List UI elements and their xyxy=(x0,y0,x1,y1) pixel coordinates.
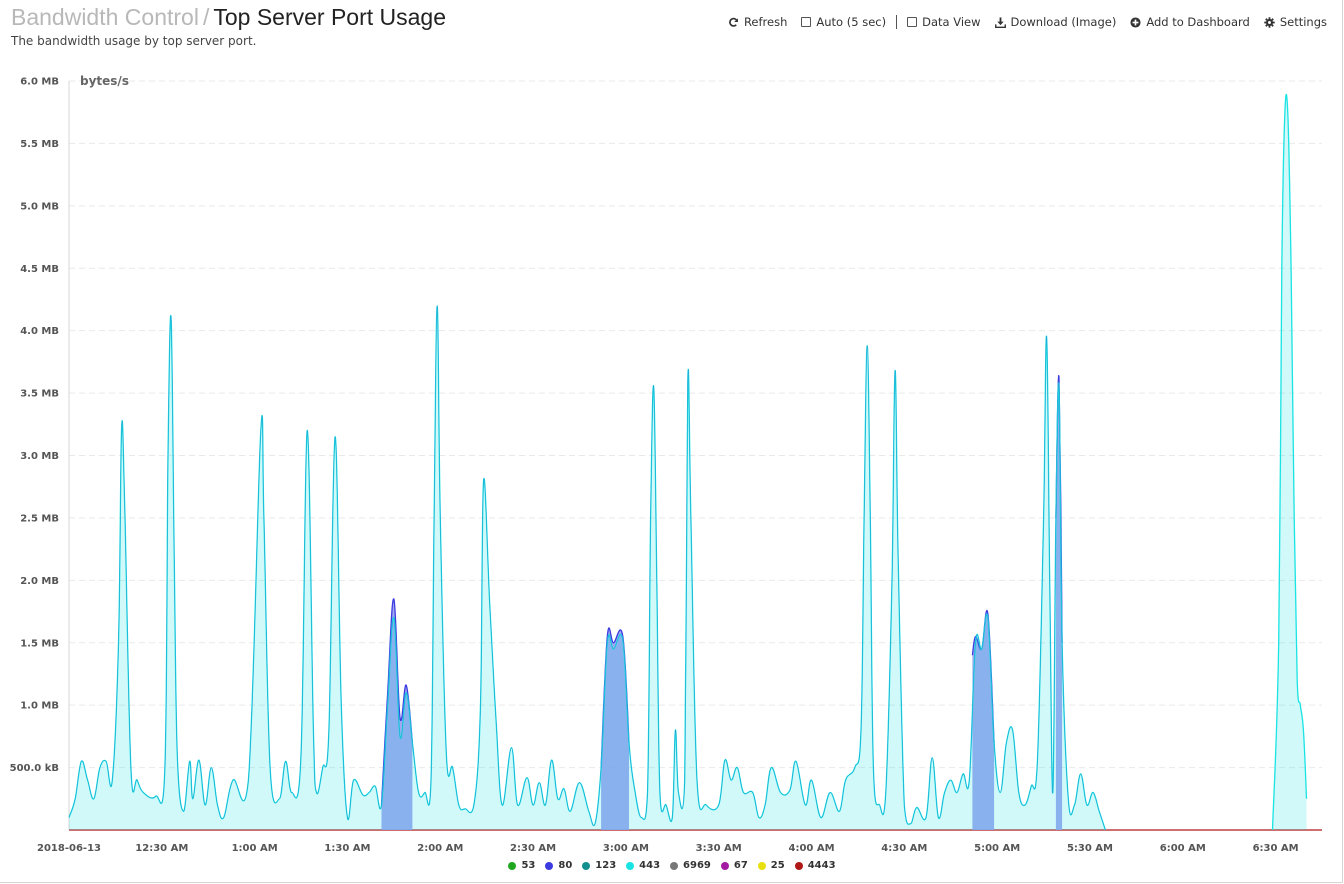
legend-item-67[interactable]: 67 xyxy=(720,860,748,871)
plus-circle-icon xyxy=(1130,16,1141,28)
y-tick-label: 3.0 MB xyxy=(20,451,59,462)
y-axis-unit-label: bytes/s xyxy=(80,74,129,88)
y-tick-label: 5.0 MB xyxy=(20,201,59,212)
legend-item-53[interactable]: 53 xyxy=(508,860,535,871)
download-label: Download (Image) xyxy=(1010,15,1117,29)
series-80-edge xyxy=(68,305,1106,831)
y-tick-label: 1.5 MB xyxy=(20,638,59,649)
chart-legend: 53 80 123 443 6969 67 25 4443 xyxy=(0,860,1344,871)
legend-item-443[interactable]: 443 xyxy=(626,860,660,871)
page-header: Bandwidth Control / Top Server Port Usage … xyxy=(11,4,446,48)
auto-refresh-label: Auto (5 sec) xyxy=(816,15,887,29)
x-tick-label: 3:00 AM xyxy=(603,843,649,854)
legend-dot-icon xyxy=(720,861,729,870)
page-subtitle: The bandwidth usage by top server port. xyxy=(11,34,257,48)
x-tick-label: 12:30 AM xyxy=(135,843,188,854)
breadcrumb-parent[interactable]: Bandwidth Control xyxy=(11,4,199,30)
legend-label: 123 xyxy=(595,860,617,871)
refresh-label: Refresh xyxy=(743,15,788,29)
data-view-toggle[interactable]: Data View xyxy=(907,15,981,29)
page-title: Top Server Port Usage xyxy=(213,4,447,30)
download-image-button[interactable]: Download (Image) xyxy=(994,15,1117,29)
x-tick-label: 5:30 AM xyxy=(1067,843,1113,854)
gear-icon xyxy=(1264,16,1275,28)
legend-dot-icon xyxy=(626,861,635,870)
legend-label: 25 xyxy=(770,860,785,871)
breadcrumb: Bandwidth Control / Top Server Port Usage xyxy=(11,4,446,31)
toolbar-divider xyxy=(896,15,898,29)
legend-dot-icon xyxy=(757,861,766,870)
legend-dot-icon xyxy=(545,861,554,870)
add-to-dashboard-label: Add to Dashboard xyxy=(1146,15,1250,29)
series-layer xyxy=(68,94,1322,831)
x-tick-label: 6:00 AM xyxy=(1160,843,1206,854)
y-tick-label: 4.5 MB xyxy=(20,264,59,275)
y-tick-label: 3.5 MB xyxy=(20,389,59,400)
x-tick-label: 2:00 AM xyxy=(417,843,463,854)
add-to-dashboard-button[interactable]: Add to Dashboard xyxy=(1130,15,1250,29)
legend-label: 4443 xyxy=(807,860,836,871)
x-axis: 2018-06-13 12:30 AM 1:00 AM 1:30 AM 2:00 AM 2… xyxy=(37,843,1299,854)
y-tick-label: 5.5 MB xyxy=(20,139,59,150)
y-tick-label: 500.0 kB xyxy=(10,763,59,774)
series-443-area xyxy=(69,305,1106,830)
refresh-button[interactable]: Refresh xyxy=(728,15,787,29)
x-tick-label: 4:30 AM xyxy=(881,843,927,854)
legend-item-4443[interactable]: 4443 xyxy=(794,860,836,871)
legend-label: 80 xyxy=(558,860,573,871)
x-tick-label: 2:30 AM xyxy=(510,843,556,854)
data-view-label: Data View xyxy=(922,15,981,29)
y-tick-label: 4.0 MB xyxy=(20,326,59,337)
legend-dot-icon xyxy=(794,861,803,870)
toolbar: Refresh Auto (5 sec) Data View Download … xyxy=(728,15,1327,29)
series-443-line xyxy=(68,305,1107,831)
legend-item-25[interactable]: 25 xyxy=(757,860,785,871)
legend-label: 53 xyxy=(521,860,536,871)
y-tick-label: 1.0 MB xyxy=(20,701,59,712)
x-tick-label: 5:00 AM xyxy=(974,843,1020,854)
x-tick-label: 1:30 AM xyxy=(324,843,370,854)
legend-label: 67 xyxy=(733,860,748,871)
y-tick-label: 6.0 MB xyxy=(20,77,59,88)
legend-label: 443 xyxy=(639,860,661,871)
y-tick-label: 2.0 MB xyxy=(20,576,59,587)
legend-dot-icon xyxy=(582,861,591,870)
series-80-line xyxy=(380,598,414,806)
y-tick-label: 2.5 MB xyxy=(20,513,59,524)
settings-label: Settings xyxy=(1279,15,1327,29)
settings-button[interactable]: Settings xyxy=(1264,15,1327,29)
legend-dot-icon xyxy=(670,861,679,870)
x-tick-label: 4:00 AM xyxy=(788,843,834,854)
x-tick-label: 2018-06-13 xyxy=(37,843,101,854)
data-view-checkbox[interactable] xyxy=(907,17,918,27)
series-80-area xyxy=(972,610,995,830)
legend-item-80[interactable]: 80 xyxy=(545,860,572,871)
refresh-icon xyxy=(728,17,739,28)
download-icon xyxy=(994,16,1006,28)
series-443-line xyxy=(1271,94,1308,831)
legend-item-123[interactable]: 123 xyxy=(582,860,616,871)
auto-refresh-toggle[interactable]: Auto (5 sec) xyxy=(801,15,886,29)
legend-label: 6969 xyxy=(683,860,711,871)
series-80-area xyxy=(601,627,629,830)
x-tick-label: 6:30 AM xyxy=(1253,843,1299,854)
legend-item-6969[interactable]: 6969 xyxy=(670,860,711,871)
series-443-area xyxy=(1272,94,1307,830)
x-tick-label: 1:00 AM xyxy=(232,843,278,854)
y-axis: 500.0 kB 1.0 MB 1.5 MB 2.0 MB 2.5 MB 3.0 MB 3.… xyxy=(10,77,70,830)
series-80-area xyxy=(381,598,413,830)
gridlines xyxy=(69,80,1322,769)
legend-dot-icon xyxy=(508,861,517,870)
auto-refresh-checkbox[interactable] xyxy=(801,17,812,27)
x-tick-label: 3:30 AM xyxy=(696,843,742,854)
breadcrumb-separator: / xyxy=(202,4,210,30)
